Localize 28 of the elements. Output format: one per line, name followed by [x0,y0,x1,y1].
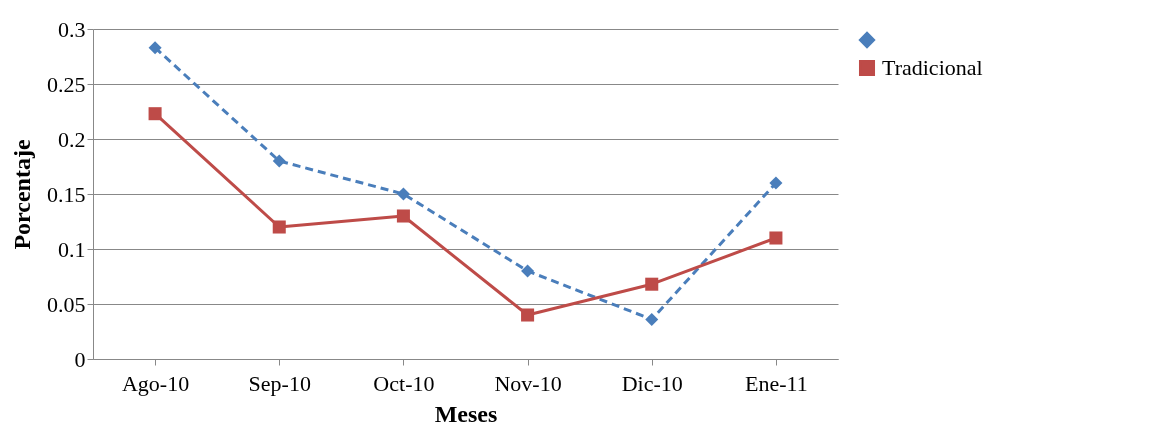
y-tick-label: 0.3 [58,16,86,42]
x-tick-label: Nov-10 [494,370,562,396]
x-tick-label: Ago-10 [121,370,190,396]
x-tick-label: Ene-11 [745,370,808,396]
point [769,176,783,190]
y-tick-label: 0.2 [58,126,86,152]
y-tick-label: 0.1 [58,236,86,262]
y-tick-label: 0 [74,346,86,372]
point [645,277,659,291]
point [521,308,535,322]
point [769,231,783,245]
y-axis-title: Porcentaje [9,139,35,250]
legend-label: Tradicional [882,55,983,80]
point [645,312,659,326]
y-tick-label: 0.05 [47,291,86,317]
x-tick-label: Oct-10 [373,370,435,396]
point [148,107,162,121]
point [148,41,162,55]
point [272,154,286,168]
x-tick-label: Dic-10 [621,370,683,396]
x-tick-label: Sep-10 [248,370,311,396]
point [396,187,410,201]
x-axis-title: Meses [434,400,498,427]
point [521,264,535,278]
y-tick-label: 0.25 [47,71,86,97]
point [396,209,410,223]
y-tick-label: 0.15 [47,181,86,207]
point [272,220,286,234]
